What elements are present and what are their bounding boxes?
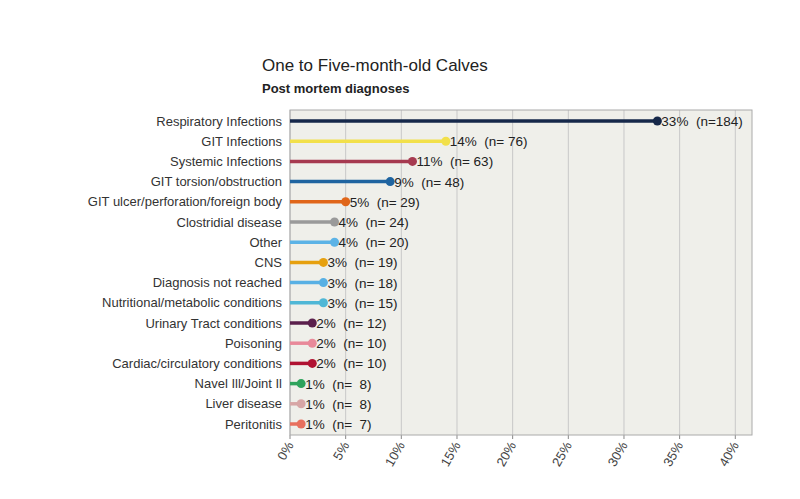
tick-mark: [401, 435, 402, 439]
lollipop-stem: [290, 180, 390, 184]
lollipop-stem: [290, 281, 323, 285]
lollipop: [290, 218, 339, 227]
data-label: 14% (n= 76): [450, 134, 528, 149]
category-label: Other: [249, 235, 282, 250]
lollipop: [290, 278, 328, 287]
lollipop-stem: [290, 261, 323, 265]
grid-line: [623, 110, 624, 435]
category-label: Diagnosis not reached: [153, 275, 282, 290]
grid-line: [568, 110, 569, 435]
data-label: 9% (n= 48): [394, 175, 464, 190]
tick-label: 15%: [438, 439, 464, 469]
lollipop: [290, 137, 450, 146]
tick-mark: [568, 435, 569, 439]
lollipop-stem: [290, 119, 657, 123]
lollipop-stem: [290, 240, 335, 244]
data-label: 2% (n= 12): [316, 316, 386, 331]
data-label: 3% (n= 18): [327, 276, 397, 291]
tick-mark: [456, 435, 457, 439]
lollipop: [290, 197, 350, 206]
data-label: 1% (n= 7): [305, 417, 371, 432]
lollipop: [290, 157, 417, 166]
data-label: 3% (n= 19): [327, 255, 397, 270]
grid-line: [401, 110, 402, 435]
lollipop: [290, 339, 317, 348]
grid-line: [679, 110, 680, 435]
data-label: 4% (n= 24): [339, 215, 409, 230]
category-label: Urinary Tract conditions: [145, 316, 282, 331]
chart-svg: One to Five-month-old Calves Post mortem …: [0, 0, 800, 499]
tick-mark: [345, 435, 346, 439]
grid-line: [735, 110, 736, 435]
grid-line: [512, 110, 513, 435]
tick-label: 35%: [660, 439, 686, 469]
data-label: 2% (n= 10): [316, 336, 386, 351]
category-label: GIT torsion/obstruction: [151, 174, 282, 189]
lollipop-stem: [290, 220, 335, 224]
plot-background: [290, 110, 752, 435]
lollipop: [290, 379, 306, 388]
subtitle: Post mortem diagnoses: [262, 81, 409, 96]
tick-mark: [679, 435, 680, 439]
lollipop-stem: [290, 301, 323, 305]
lollipop: [290, 177, 395, 186]
lollipop: [290, 319, 317, 328]
chart-container: One to Five-month-old Calves Post mortem …: [0, 0, 800, 499]
category-label: Poisoning: [225, 336, 282, 351]
category-label: CNS: [255, 255, 283, 270]
category-label: Navel Ill/Joint Il: [195, 376, 283, 391]
lollipop: [290, 359, 317, 368]
category-label: GIT ulcer/perforation/foreign body: [88, 194, 283, 209]
tick-label: 10%: [382, 439, 408, 469]
category-label: GIT Infections: [201, 134, 282, 149]
lollipop: [290, 399, 306, 408]
lollipop-stem: [290, 139, 446, 143]
lollipop: [290, 258, 328, 267]
lollipop: [290, 298, 328, 307]
lollipop-stem: [290, 160, 412, 164]
tick-label: 5%: [330, 439, 353, 463]
category-label: Cardiac/circulatory conditions: [112, 356, 282, 371]
tick-mark: [735, 435, 736, 439]
category-label: Peritonitis: [225, 417, 283, 432]
data-label: 4% (n= 20): [339, 235, 409, 250]
category-label: Liver disease: [205, 396, 282, 411]
tick-label: 0%: [274, 439, 297, 463]
tick-label: 25%: [549, 439, 575, 469]
data-label: 3% (n= 15): [327, 296, 397, 311]
tick-label: 40%: [716, 439, 742, 469]
title: One to Five-month-old Calves: [262, 56, 488, 75]
data-label: 11% (n= 63): [416, 154, 493, 169]
data-label: 2% (n= 10): [316, 356, 386, 371]
marks: [290, 117, 662, 429]
tick-mark: [623, 435, 624, 439]
lollipop: [290, 420, 306, 429]
plot-frame: [290, 110, 752, 435]
category-label: Respiratory Infections: [156, 114, 282, 129]
category-label: Clostridial disease: [177, 215, 283, 230]
lollipop: [290, 117, 662, 126]
tick-label: 20%: [493, 439, 519, 469]
data-label: 1% (n= 8): [305, 397, 371, 412]
category-label: Systemic Infections: [170, 154, 282, 169]
tick-label: 30%: [605, 439, 631, 469]
category-label: Nutritional/metabolic conditions: [102, 295, 282, 310]
lollipop: [290, 238, 339, 247]
tick-mark: [512, 435, 513, 439]
tick-mark: [290, 435, 291, 439]
data-label: 1% (n= 8): [305, 377, 371, 392]
data-label: 33% (n=184): [661, 114, 742, 129]
lollipop-stem: [290, 200, 346, 204]
data-label: 5% (n= 29): [350, 195, 420, 210]
